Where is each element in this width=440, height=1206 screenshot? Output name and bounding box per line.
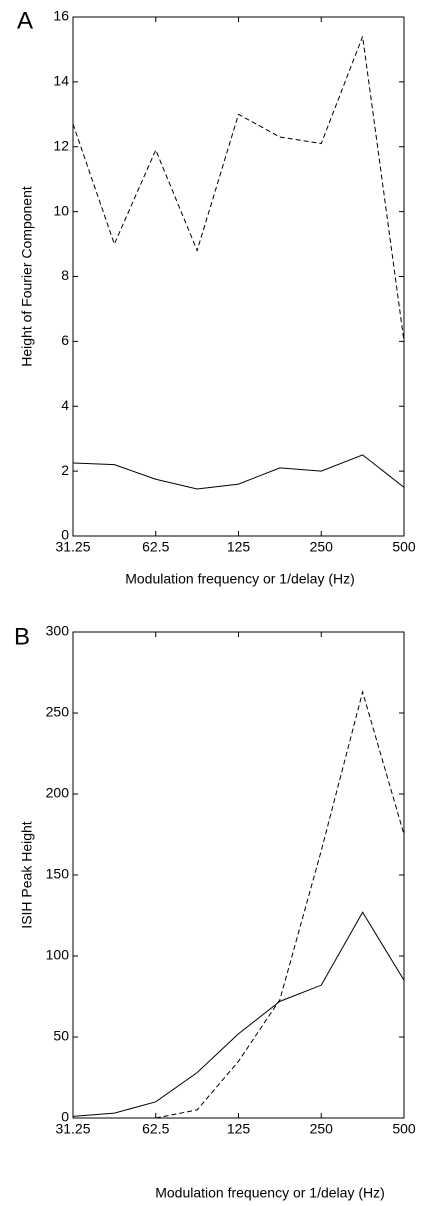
data-line: [155, 690, 405, 1119]
y-tick-label: 300: [46, 623, 70, 639]
y-tick-label: 6: [61, 332, 69, 348]
x-tick-label: 125: [227, 539, 251, 555]
plot-frame: [72, 631, 405, 1119]
x-tick-label: 500: [392, 539, 416, 555]
x-tick-label: 500: [392, 1121, 416, 1137]
x-tick-label: 62.5: [142, 539, 169, 555]
data-line: [72, 36, 405, 342]
data-line: [72, 911, 405, 1117]
x-tick-label: 31.25: [55, 1121, 90, 1137]
x-tick-label: 250: [310, 1121, 334, 1137]
y-tick-label: 100: [46, 947, 70, 963]
y-tick-label: 10: [53, 202, 69, 218]
x-tick-label: 62.5: [142, 1121, 169, 1137]
y-tick-label: 8: [61, 267, 69, 283]
y-tick-label: 150: [46, 866, 70, 882]
x-axis-label: Modulation frequency or 1/delay (Hz): [125, 571, 355, 587]
y-tick-label: 250: [46, 704, 70, 720]
y-tick-label: 50: [53, 1028, 69, 1044]
panel-label: A: [17, 7, 33, 34]
y-tick-label: 0: [61, 1109, 69, 1125]
data-line: [72, 454, 405, 490]
y-tick-label: 4: [61, 397, 69, 413]
y-tick-label: 200: [46, 785, 70, 801]
x-tick-label: 31.25: [55, 539, 90, 555]
x-tick-label: 250: [310, 539, 334, 555]
y-tick-label: 14: [53, 73, 69, 89]
y-tick-label: 0: [61, 527, 69, 543]
y-tick-label: 12: [53, 137, 69, 153]
x-axis-label: Modulation frequency or 1/delay (Hz): [155, 1185, 385, 1201]
y-axis-label: Height of Fourier Component: [19, 186, 35, 367]
panel-label: B: [14, 623, 30, 650]
y-tick-label: 16: [53, 8, 69, 24]
y-tick-label: 2: [61, 462, 69, 478]
y-axis-label: ISIH Peak Height: [19, 821, 35, 928]
x-tick-label: 125: [227, 1121, 251, 1137]
